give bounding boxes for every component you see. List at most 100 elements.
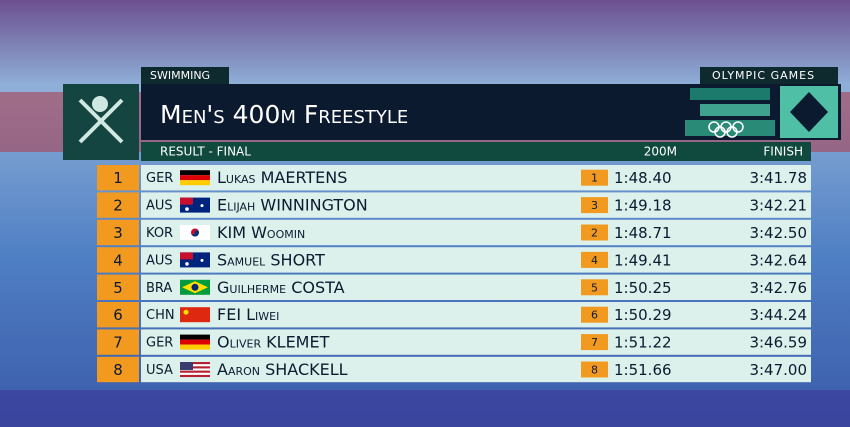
event-title: Men's 400m Freestyle	[160, 100, 408, 129]
athlete-name: Elijah WINNINGTON	[217, 196, 368, 215]
athlete-name: Aaron SHACKELL	[217, 360, 348, 379]
finish-time: 3:41.78	[749, 169, 807, 187]
split-time: 1:50.25	[614, 279, 672, 297]
flag-part	[185, 207, 189, 211]
split-rank: 2	[591, 227, 598, 240]
flag-part	[180, 344, 210, 350]
split-rank: 6	[591, 309, 598, 322]
split-time: 1:51.22	[614, 334, 672, 352]
flag	[180, 170, 210, 186]
athlete-name: Lukas MAERTENS	[217, 168, 347, 187]
rank-box	[97, 329, 139, 355]
result-rows: 1 GER Lukas MAERTENS 1 1:48.40 3:41.78 2 AUS Eli…	[97, 165, 811, 383]
finish-time: 3:42.64	[749, 251, 807, 269]
flag-part	[180, 366, 210, 369]
sport-label: SWIMMING	[150, 69, 210, 82]
row-background	[141, 274, 811, 300]
rank-box	[97, 274, 139, 300]
games-logo	[685, 86, 838, 138]
rank: 5	[113, 279, 123, 297]
row-background	[141, 219, 811, 246]
split-time: 1:49.41	[614, 251, 672, 269]
country-code: KOR	[146, 226, 173, 241]
flag-part	[200, 258, 204, 262]
flag-part	[180, 374, 210, 378]
athlete-name: Guilherme COSTA	[217, 278, 345, 297]
lane-rope	[0, 390, 850, 427]
flag-part	[185, 262, 189, 266]
flag-part	[180, 197, 193, 205]
row-background	[141, 247, 811, 273]
rank: 3	[113, 224, 123, 242]
athlete-name: KIM Woomin	[217, 223, 305, 242]
rank: 2	[113, 197, 123, 215]
flag	[180, 252, 210, 268]
result-row: 6 CHN FEI Liwei 6 1:50.29 3:44.24	[97, 302, 811, 328]
finish-time: 3:47.00	[749, 361, 807, 379]
finish-time: 3:46.59	[749, 334, 807, 352]
result-row: 3 KOR KIM Woomin 2 1:48.71 3:42.50	[97, 219, 811, 246]
swim-pictogram	[78, 96, 124, 144]
flag-part	[180, 175, 210, 181]
country-code: AUS	[146, 253, 173, 268]
finish-time: 3:42.76	[749, 279, 807, 297]
flag-part	[180, 370, 210, 373]
caption: RESULT - FINAL	[160, 145, 251, 159]
rank: 8	[113, 361, 123, 379]
flag	[180, 307, 210, 323]
finish-time: 3:42.21	[749, 197, 807, 215]
result-row: 7 GER Oliver KLEMET 7 1:51.22 3:46.59	[97, 329, 811, 355]
flag-part	[180, 170, 210, 176]
row-background	[141, 329, 811, 355]
split-rank: 4	[591, 254, 598, 267]
finish-time: 3:44.24	[749, 306, 807, 324]
rank-box	[97, 247, 139, 273]
split-rank-box	[581, 224, 608, 241]
column-header-bar	[141, 142, 811, 161]
split-time: 1:48.71	[614, 224, 672, 242]
flag-part	[180, 339, 210, 345]
split-rank: 8	[591, 364, 598, 377]
flag	[180, 334, 210, 350]
flag-part	[180, 180, 210, 186]
rank: 4	[113, 251, 123, 269]
result-row: 2 AUS Elijah WINNINGTON 3 1:49.18 3:42.21	[97, 192, 811, 218]
rank-box	[97, 302, 139, 328]
flag	[180, 197, 210, 213]
split-rank-box	[581, 169, 608, 186]
split-rank-box	[581, 197, 608, 214]
country-code: GER	[146, 336, 173, 351]
row-background	[141, 356, 811, 383]
flag-part	[180, 307, 210, 323]
brand-label: OLYMPIC GAMES	[712, 69, 815, 82]
result-row: 8 USA Aaron SHACKELL 8 1:51.66 3:47.00	[97, 356, 811, 383]
split-rank: 7	[591, 336, 598, 349]
flag	[180, 362, 210, 378]
split-rank-box	[581, 306, 608, 323]
rank-box	[97, 165, 139, 191]
split-rank-box	[581, 361, 608, 378]
result-row: 5 BRA Guilherme COSTA 5 1:50.25 3:42.76	[97, 274, 811, 300]
split-rank: 5	[591, 281, 598, 294]
split-time: 1:48.40	[614, 169, 672, 187]
flag-part	[180, 252, 193, 260]
flag-part	[191, 230, 199, 237]
flag	[180, 279, 210, 295]
split-rank: 3	[591, 199, 598, 212]
country-code: CHN	[146, 308, 175, 323]
flag-part	[200, 204, 204, 208]
finish-time: 3:42.50	[749, 224, 807, 242]
flag-part	[191, 283, 199, 291]
split-time: 1:50.29	[614, 306, 672, 324]
split-rank: 1	[591, 172, 598, 185]
rank-box	[97, 219, 139, 246]
rank: 7	[113, 334, 123, 352]
row-background	[141, 302, 811, 328]
brand-tab	[700, 67, 838, 84]
rank: 6	[113, 306, 123, 324]
split-time: 1:49.18	[614, 197, 672, 215]
split-rank-box	[581, 334, 608, 351]
row-background	[141, 165, 811, 191]
flag-part	[180, 334, 210, 340]
